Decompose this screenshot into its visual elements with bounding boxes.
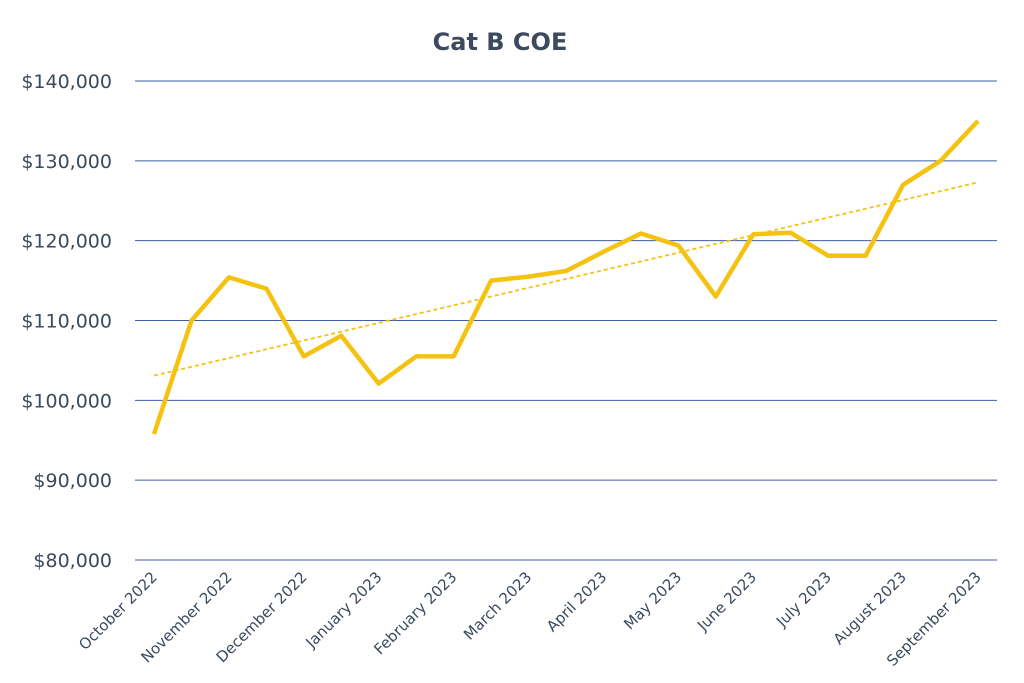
y-tick-label: $140,000 xyxy=(21,71,112,93)
x-tick-label: July 2023 xyxy=(772,568,835,631)
y-tick-label: $90,000 xyxy=(33,470,112,492)
y-axis-ticks: $80,000 $90,000 $100,000 $110,000 $120,000 $1… xyxy=(21,71,112,572)
x-tick-label: April 2023 xyxy=(543,568,610,635)
x-tick-label: October 2022 xyxy=(75,568,161,654)
y-tick-label: $120,000 xyxy=(21,231,112,253)
gridlines xyxy=(135,80,997,561)
x-tick-label: May 2023 xyxy=(620,568,685,633)
chart-title: Cat B COE xyxy=(433,28,568,56)
series-lines xyxy=(151,119,980,435)
y-tick-label: $130,000 xyxy=(21,151,112,173)
trendline-group xyxy=(153,181,979,377)
x-tick-label: March 2023 xyxy=(460,568,535,643)
series-line xyxy=(151,119,980,435)
y-tick-label: $80,000 xyxy=(33,550,112,572)
x-tick-label: June 2023 xyxy=(693,568,760,635)
trendline xyxy=(153,181,979,377)
x-tick-label: August 2023 xyxy=(830,568,910,648)
y-tick-label: $110,000 xyxy=(21,311,112,333)
y-tick-label: $100,000 xyxy=(21,390,112,412)
x-tick-label: January 2023 xyxy=(302,568,386,652)
